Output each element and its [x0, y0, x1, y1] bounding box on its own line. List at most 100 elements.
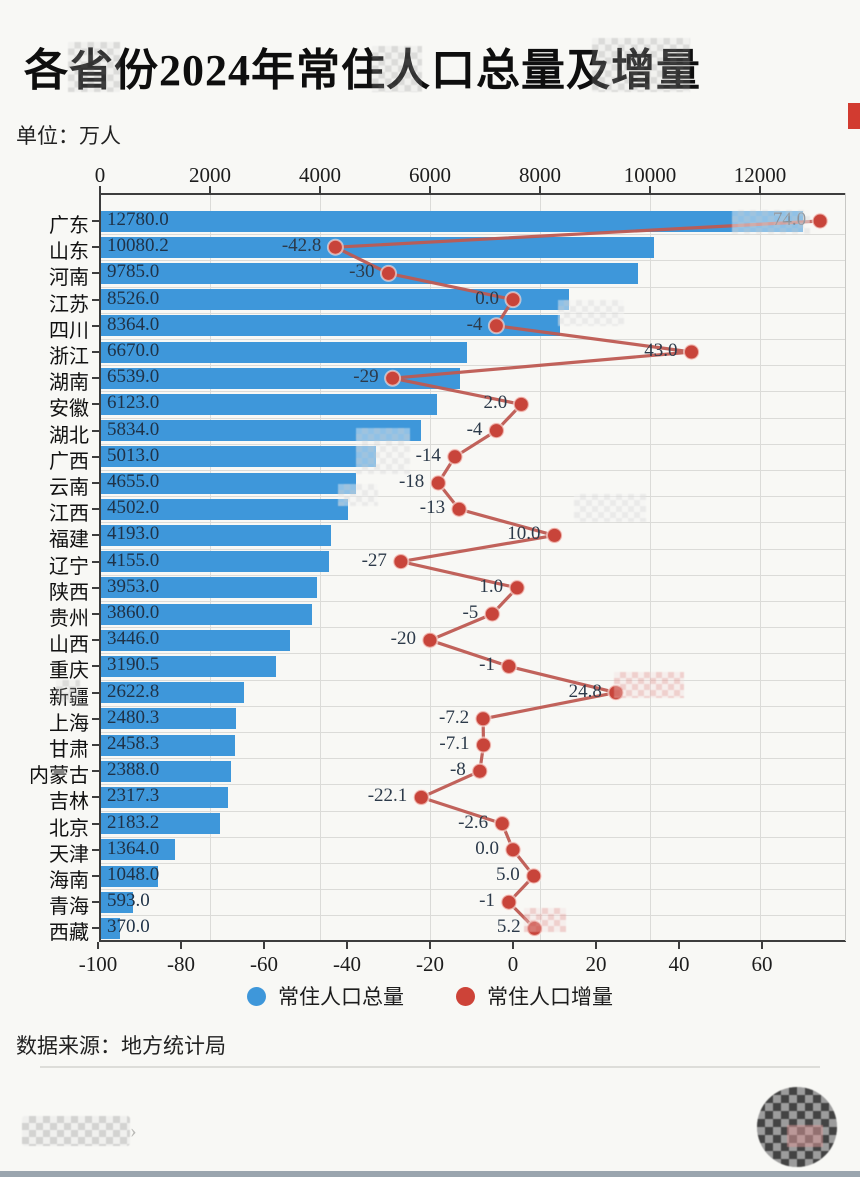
- mosaic-patch: [68, 42, 120, 92]
- y-axis-tick: [92, 377, 99, 380]
- increment-value-label: -22.1: [367, 785, 408, 807]
- top-axis-line: [99, 193, 846, 195]
- increment-marker-icon: [446, 448, 464, 466]
- data-source: 数据来源：地方统计局: [16, 1034, 226, 1058]
- population-bar-value: 1364.0: [107, 837, 160, 859]
- top-axis-tick-label: 0: [94, 163, 106, 187]
- province-label: 青海: [49, 896, 89, 919]
- population-bar: [101, 708, 237, 730]
- bottom-axis-tick: [595, 942, 597, 949]
- y-axis-tick: [92, 324, 99, 327]
- bottom-axis-tick-label: -100: [78, 952, 118, 976]
- increment-value-label: 43.0: [644, 340, 678, 361]
- increment-value-label: -14: [415, 444, 441, 466]
- y-axis-tick: [92, 639, 99, 642]
- watermark-logo-icon: [757, 1087, 837, 1167]
- increment-value-label: 10.0: [507, 523, 541, 545]
- top-axis-tick-label: 12000: [733, 163, 787, 187]
- legend-total-swatch-icon: [247, 986, 266, 1006]
- population-bar-value: 3953.0: [107, 575, 160, 597]
- province-label: 北京: [49, 817, 89, 840]
- population-bar: [101, 917, 121, 939]
- chart-title: 各省份2024年常住人口总量及增量: [24, 46, 701, 95]
- province-label: 云南: [49, 477, 89, 499]
- population-bar: [101, 682, 245, 704]
- increment-marker-icon: [546, 526, 563, 544]
- province-label: 山东: [49, 241, 89, 264]
- increment-value-label: 2.0: [483, 392, 508, 414]
- province-label: 福建: [49, 529, 89, 552]
- mosaic-patch: [356, 428, 410, 474]
- gridline-horizontal: [100, 234, 845, 236]
- bottom-axis-tick-label: -20: [416, 952, 444, 976]
- top-axis-tick-label: 6000: [409, 163, 451, 187]
- population-bar: [101, 236, 655, 258]
- gridline-horizontal: [100, 338, 845, 340]
- bottom-axis-tick-label: -80: [167, 952, 195, 976]
- increment-marker-icon: [471, 762, 489, 780]
- y-axis-tick: [92, 508, 99, 511]
- mosaic-patch: [732, 210, 810, 234]
- increment-value-label: 1.0: [479, 575, 504, 597]
- increment-marker-icon: [504, 841, 522, 859]
- increment-marker-icon: [412, 788, 430, 806]
- increment-marker-icon: [392, 553, 410, 571]
- y-axis-tick: [92, 796, 99, 799]
- y-axis-tick: [92, 848, 99, 851]
- population-bar: [101, 734, 236, 756]
- population-bar-value: 3446.0: [107, 628, 160, 650]
- mosaic-patch: [592, 38, 690, 92]
- bottom-axis-tick: [263, 942, 265, 949]
- increment-value-label: -4: [466, 418, 483, 440]
- top-axis-tick-label: 8000: [519, 163, 561, 187]
- bottom-axis-tick-label: 60: [751, 952, 773, 976]
- population-bar: [101, 524, 331, 546]
- y-axis-tick: [92, 901, 99, 904]
- population-bar: [101, 472, 356, 494]
- y-axis-tick: [92, 613, 99, 615]
- increment-value-label: -20: [390, 628, 416, 650]
- y-axis-tick: [92, 351, 99, 353]
- gridline-horizontal: [100, 705, 845, 707]
- gridline-vertical: [760, 195, 761, 941]
- population-bar-value: 2388.0: [107, 759, 160, 781]
- increment-marker-icon: [493, 815, 511, 833]
- top-axis-tick: [99, 186, 101, 193]
- top-axis-tick-label: 4000: [299, 163, 341, 187]
- increment-value-label: -7.2: [439, 706, 470, 728]
- gridline-horizontal: [100, 365, 845, 367]
- population-bar-value: 8364.0: [107, 313, 160, 335]
- y-axis-tick: [92, 272, 99, 275]
- increment-marker-icon: [483, 605, 501, 623]
- increment-value-label: 0.0: [475, 287, 499, 309]
- increment-marker-icon: [429, 474, 447, 492]
- increment-value-label: 0.0: [475, 837, 499, 859]
- province-label: 广东: [49, 215, 89, 237]
- gridline-horizontal: [100, 548, 845, 550]
- gridline-horizontal: [100, 496, 845, 498]
- population-bar-value: 12780.0: [107, 209, 169, 230]
- increment-marker-icon: [512, 395, 530, 413]
- province-label: 湖南: [49, 372, 89, 395]
- province-label: 内蒙古: [29, 765, 89, 788]
- province-label: 贵州: [49, 608, 89, 630]
- y-axis-tick: [92, 875, 99, 877]
- population-bar-value: 4655.0: [107, 471, 160, 492]
- increment-value-label: -5: [462, 602, 479, 623]
- gridline-horizontal: [100, 260, 845, 262]
- population-bar-value: 8526.0: [107, 287, 160, 309]
- y-axis-tick: [92, 665, 99, 668]
- bottom-axis-tick-label: -60: [250, 952, 278, 976]
- footer-divider: [40, 1066, 820, 1068]
- left-axis-spine: [99, 193, 101, 941]
- gridline-horizontal: [100, 469, 845, 471]
- increment-value-label: -7.1: [439, 733, 470, 754]
- bottom-axis-tick: [678, 942, 680, 949]
- province-label: 辽宁: [49, 555, 89, 578]
- top-axis-tick: [649, 186, 651, 193]
- population-bar-value: 2183.2: [107, 811, 160, 833]
- population-bar-value: 5834.0: [107, 418, 160, 440]
- province-label: 上海: [49, 712, 89, 735]
- population-bar-value: 2317.3: [107, 785, 160, 807]
